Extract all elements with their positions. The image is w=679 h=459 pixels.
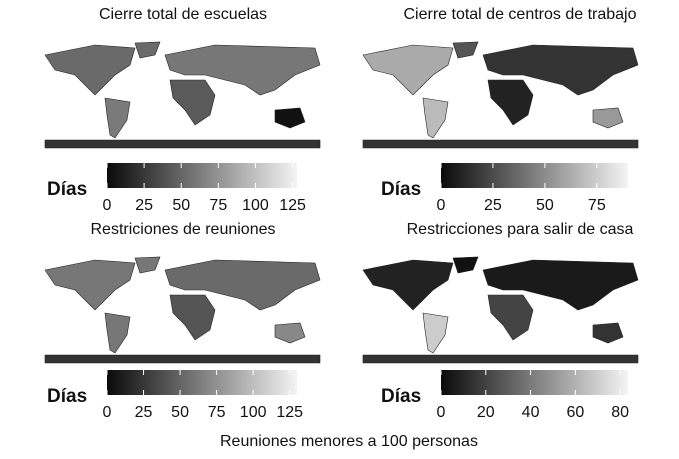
map-title: Restriciones de reuniones bbox=[91, 221, 276, 238]
map-title: Restricciones para salir de casa bbox=[407, 221, 634, 238]
legend-tick-label: 100 bbox=[242, 197, 269, 214]
legend-tick-label: 0 bbox=[103, 404, 112, 421]
region bbox=[422, 312, 449, 354]
region bbox=[274, 107, 306, 129]
caption: Reuniones menores a 100 personas bbox=[220, 433, 478, 450]
legend-tick-label: 60 bbox=[566, 404, 584, 421]
region bbox=[592, 322, 624, 344]
legend-tick-label: 75 bbox=[588, 197, 606, 214]
region bbox=[104, 312, 131, 354]
region bbox=[44, 44, 136, 96]
legend-title: Días bbox=[381, 386, 421, 407]
region bbox=[134, 256, 161, 274]
legend-tick-label: 25 bbox=[484, 197, 502, 214]
legend-tick-label: 50 bbox=[172, 197, 190, 214]
region bbox=[452, 41, 479, 59]
legend-tick-label: 25 bbox=[135, 404, 153, 421]
region bbox=[487, 79, 534, 126]
legend-tick-label: 0 bbox=[103, 197, 112, 214]
region bbox=[362, 259, 454, 311]
legend-tick-label: 75 bbox=[209, 197, 227, 214]
map bbox=[362, 41, 639, 149]
map bbox=[362, 256, 639, 364]
region bbox=[422, 97, 449, 139]
region bbox=[44, 139, 321, 149]
region bbox=[362, 44, 454, 96]
region bbox=[482, 44, 639, 96]
region bbox=[482, 259, 639, 311]
region bbox=[104, 97, 131, 139]
region bbox=[169, 294, 216, 341]
legend-tick-label: 20 bbox=[477, 404, 495, 421]
legend-tick-label: 0 bbox=[437, 404, 446, 421]
region bbox=[164, 44, 321, 96]
legend-tick-label: 75 bbox=[208, 404, 226, 421]
region bbox=[44, 354, 321, 364]
color-bar bbox=[441, 370, 628, 395]
region bbox=[44, 259, 136, 311]
legend-tick-label: 50 bbox=[536, 197, 554, 214]
region bbox=[362, 139, 639, 149]
region bbox=[487, 294, 534, 341]
legend-tick-label: 125 bbox=[276, 404, 303, 421]
region bbox=[134, 41, 161, 59]
map-title: Cierre total de escuelas bbox=[99, 6, 267, 23]
map bbox=[44, 41, 321, 149]
legend-tick-label: 100 bbox=[240, 404, 267, 421]
legend-title: Días bbox=[381, 179, 421, 200]
legend-title: Días bbox=[47, 386, 87, 407]
legend-tick-label: 50 bbox=[171, 404, 189, 421]
region bbox=[452, 256, 479, 274]
region bbox=[592, 107, 624, 129]
legend-tick-label: 0 bbox=[437, 197, 446, 214]
map-title: Cierre total de centros de trabajo bbox=[403, 6, 636, 23]
legend-tick-label: 125 bbox=[279, 197, 306, 214]
region bbox=[169, 79, 216, 126]
region bbox=[362, 354, 639, 364]
color-bar bbox=[107, 370, 297, 395]
legend-tick-label: 25 bbox=[135, 197, 153, 214]
legend-tick-label: 40 bbox=[522, 404, 540, 421]
legend-tick-label: 80 bbox=[611, 404, 629, 421]
region bbox=[274, 322, 306, 344]
legend-title: Días bbox=[47, 179, 87, 200]
color-bar bbox=[107, 163, 297, 188]
region bbox=[164, 259, 321, 311]
map bbox=[44, 256, 321, 364]
color-bar bbox=[441, 163, 628, 188]
